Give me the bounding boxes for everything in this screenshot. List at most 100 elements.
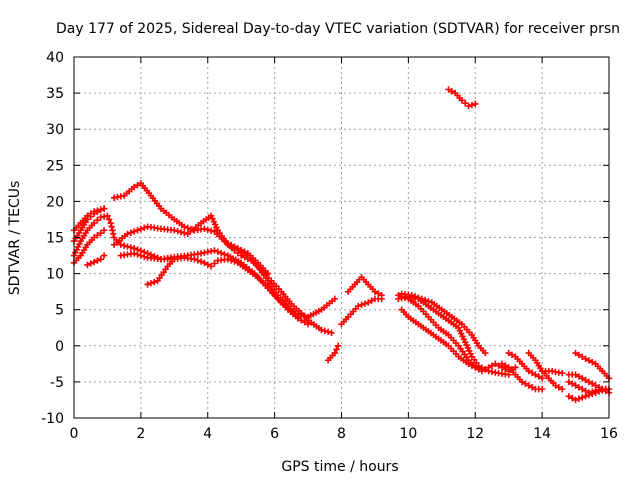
data-point <box>268 277 283 293</box>
data-point <box>244 250 259 264</box>
series-track-15 <box>395 293 512 378</box>
data-point <box>318 326 332 336</box>
data-point <box>181 223 195 233</box>
x-tick-label: 14 <box>533 426 551 442</box>
series-track-16 <box>398 306 479 371</box>
data-point <box>395 294 409 303</box>
data-point <box>448 313 463 326</box>
data-point <box>445 342 460 358</box>
series-track-14 <box>395 292 519 375</box>
data-point <box>254 274 269 289</box>
data-point <box>572 394 586 404</box>
data-point <box>435 324 450 337</box>
y-tick-label: 35 <box>46 86 64 102</box>
data-point <box>117 250 135 259</box>
data-point <box>355 300 369 310</box>
x-tick-label: 10 <box>399 426 417 442</box>
y-tick-label: 15 <box>46 231 64 247</box>
data-point <box>181 254 195 262</box>
data-point <box>97 229 104 237</box>
data-point <box>558 370 566 377</box>
data-point <box>435 310 450 322</box>
data-point <box>572 349 586 361</box>
data-point <box>117 241 135 251</box>
data-point <box>512 364 519 371</box>
data-point <box>90 232 101 241</box>
data-point <box>558 385 566 393</box>
data-point <box>518 378 529 387</box>
x-tick-label: 2 <box>136 426 145 442</box>
data-point <box>214 227 230 246</box>
data-point <box>288 300 303 315</box>
series-track-18 <box>445 86 479 110</box>
series-track-17 <box>398 290 489 357</box>
data-point <box>120 185 135 199</box>
data-point <box>137 180 153 197</box>
y-tick-label: 5 <box>55 303 64 319</box>
series-track-25 <box>565 385 609 404</box>
data-point <box>415 302 430 318</box>
y-tick-label: 0 <box>55 339 64 355</box>
data-point <box>104 212 113 223</box>
data-point <box>264 270 272 277</box>
data-point <box>475 342 487 354</box>
data-point <box>415 320 430 333</box>
data-point <box>365 281 376 293</box>
data-point <box>545 375 557 387</box>
data-point <box>308 319 323 332</box>
data-point <box>538 375 546 382</box>
series-track-12 <box>338 295 385 328</box>
data-point <box>234 245 248 255</box>
data-point <box>294 313 302 321</box>
data-point <box>197 248 215 257</box>
data-point <box>144 223 161 232</box>
data-point <box>478 366 489 375</box>
data-point <box>214 256 228 264</box>
data-point <box>184 222 202 238</box>
data-point <box>505 364 517 376</box>
data-point <box>525 367 536 377</box>
data-point <box>475 362 489 373</box>
data-point <box>445 86 456 95</box>
data-point <box>90 208 101 217</box>
data-point <box>525 382 536 391</box>
data-point <box>244 266 259 279</box>
data-point <box>77 215 89 227</box>
data-point <box>572 371 583 380</box>
data-point <box>157 225 175 234</box>
y-tick-label: 10 <box>46 267 64 283</box>
data-point <box>224 240 238 250</box>
data-point <box>207 260 218 270</box>
data-point <box>234 259 249 272</box>
data-point <box>398 306 410 318</box>
data-point <box>371 288 382 297</box>
series-track-5 <box>84 252 108 269</box>
x-tick-label: 12 <box>466 426 484 442</box>
data-point <box>505 366 516 375</box>
data-point <box>201 225 215 234</box>
data-point <box>164 258 176 270</box>
series-track-11 <box>324 342 342 364</box>
y-axis-title: SDTVAR / TECUs <box>7 181 23 296</box>
x-axis-title: GPS time / hours <box>281 459 398 475</box>
data-point <box>254 263 270 282</box>
data-point <box>344 305 359 321</box>
series-track-21 <box>525 349 566 393</box>
data-point <box>304 307 322 321</box>
data-point <box>495 370 509 378</box>
data-point <box>100 252 108 259</box>
data-point <box>512 353 524 365</box>
series-track-22 <box>538 367 566 377</box>
data-point <box>532 371 542 380</box>
series-track-20 <box>505 349 546 382</box>
data-point <box>328 329 335 337</box>
data-point <box>592 382 603 391</box>
data-point <box>207 212 220 231</box>
data-point <box>582 390 596 400</box>
data-point <box>110 193 125 201</box>
y-tick-label: 25 <box>46 158 64 174</box>
series-track-7 <box>117 250 312 328</box>
data-point <box>191 255 205 265</box>
data-point <box>147 192 163 210</box>
